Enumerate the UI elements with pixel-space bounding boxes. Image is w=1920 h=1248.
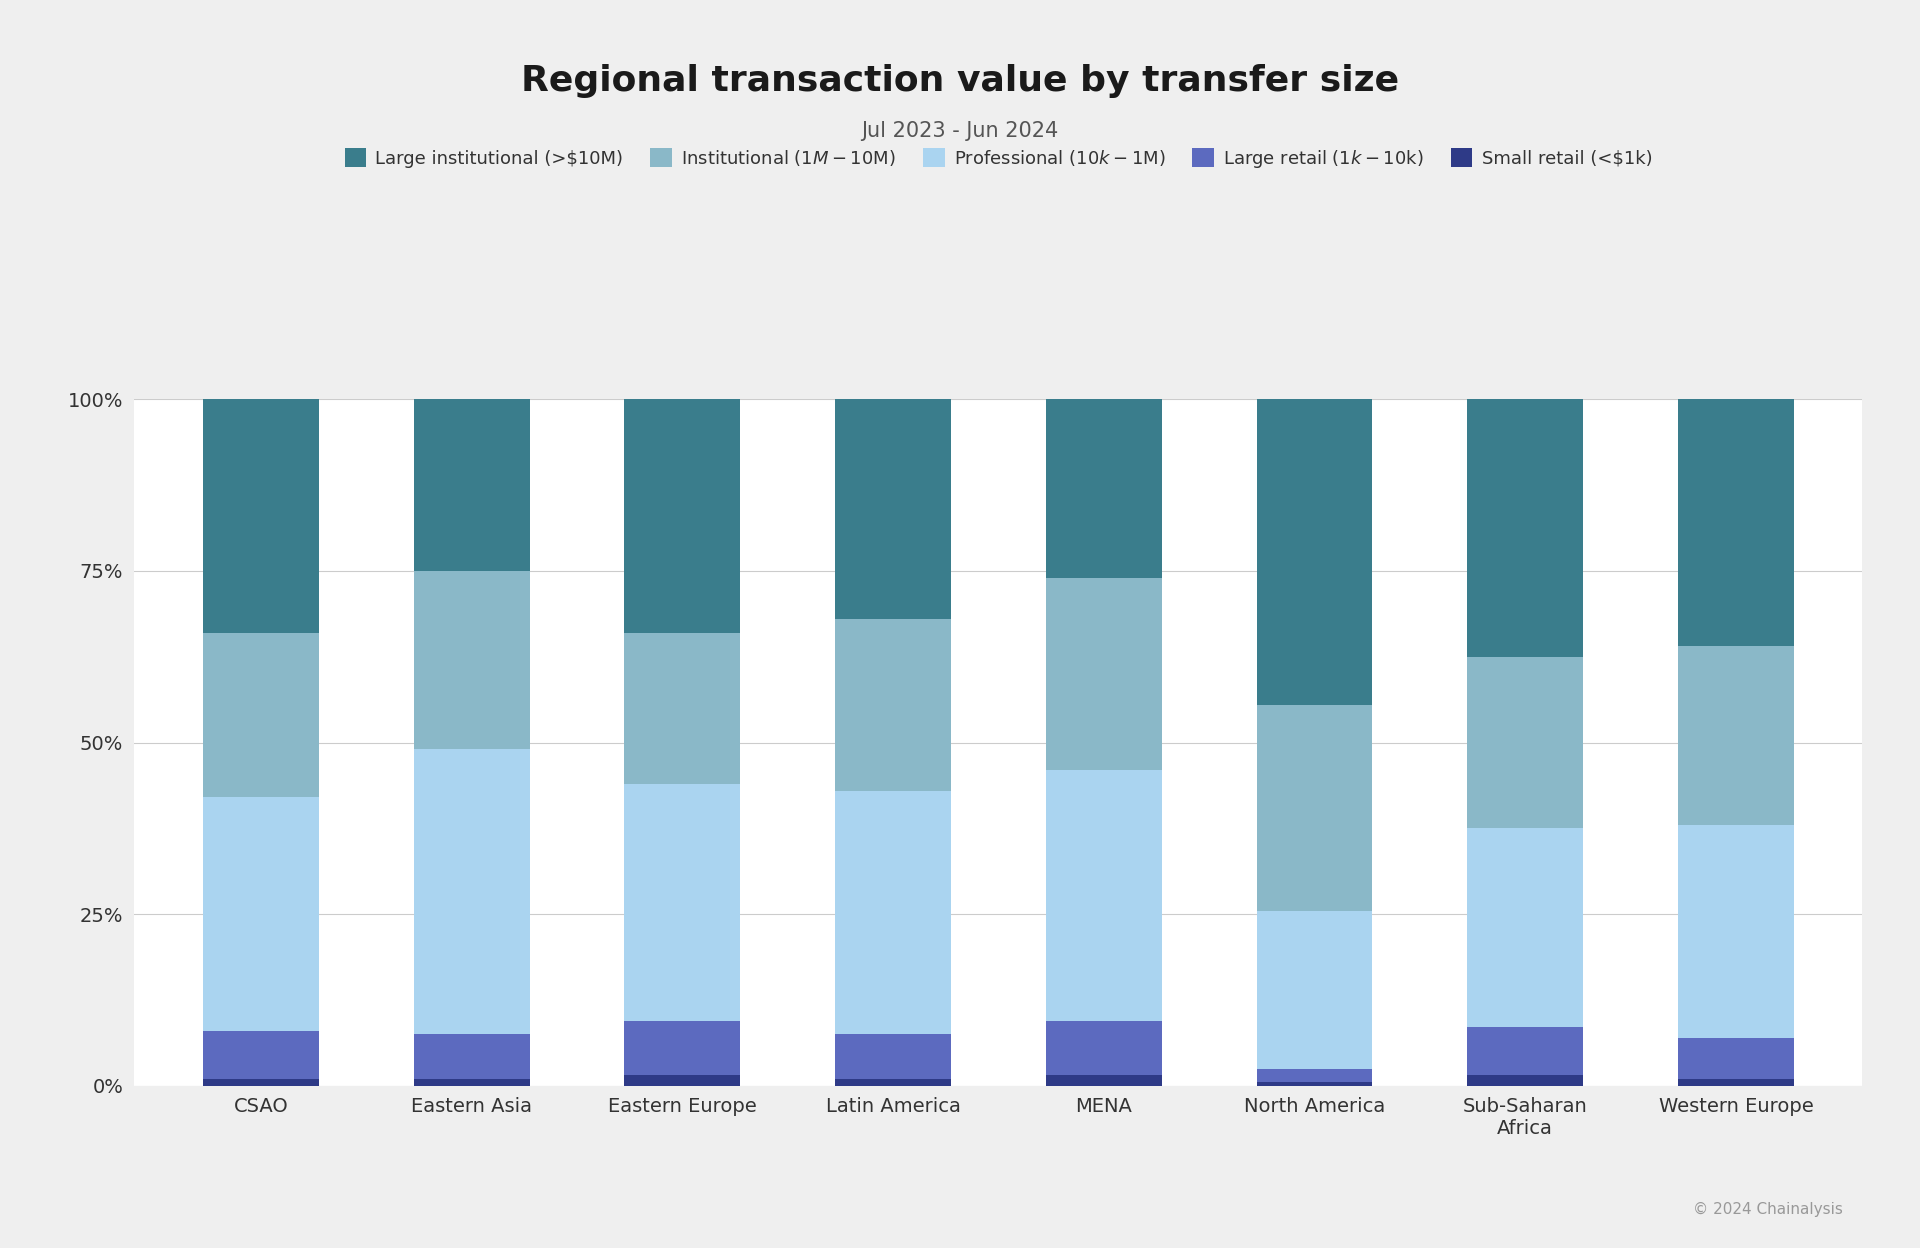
Text: Jul 2023 - Jun 2024: Jul 2023 - Jun 2024 bbox=[862, 121, 1058, 141]
Bar bbox=[1678, 825, 1793, 1038]
Bar bbox=[413, 570, 530, 749]
Bar bbox=[1467, 1076, 1584, 1086]
Bar bbox=[1467, 829, 1584, 1027]
Bar bbox=[624, 633, 741, 784]
Bar bbox=[1256, 911, 1373, 1068]
Bar bbox=[1256, 399, 1373, 705]
Legend: Large institutional (>$10M), Institutional ($1M-$10M), Professional ($10k-$1M), : Large institutional (>$10M), Institution… bbox=[346, 147, 1651, 170]
Bar bbox=[204, 1031, 319, 1078]
Bar bbox=[1256, 1068, 1373, 1082]
Bar bbox=[1046, 770, 1162, 1021]
Bar bbox=[204, 797, 319, 1031]
Bar bbox=[624, 784, 741, 1021]
Bar bbox=[1678, 1038, 1793, 1078]
Bar bbox=[1046, 1021, 1162, 1076]
Bar bbox=[204, 399, 319, 633]
Text: Regional transaction value by transfer size: Regional transaction value by transfer s… bbox=[520, 64, 1400, 99]
Bar bbox=[204, 1078, 319, 1086]
Bar bbox=[1467, 1027, 1584, 1076]
Bar bbox=[1256, 1082, 1373, 1086]
Bar bbox=[624, 1076, 741, 1086]
Bar bbox=[624, 1021, 741, 1076]
Bar bbox=[413, 1035, 530, 1078]
Bar bbox=[413, 1078, 530, 1086]
Bar bbox=[1046, 399, 1162, 578]
Bar bbox=[1046, 578, 1162, 770]
Bar bbox=[835, 399, 950, 619]
Bar bbox=[1678, 646, 1793, 825]
Bar bbox=[1678, 1078, 1793, 1086]
Bar bbox=[835, 1078, 950, 1086]
Bar bbox=[1046, 1076, 1162, 1086]
Bar bbox=[835, 791, 950, 1035]
Bar bbox=[1467, 656, 1584, 829]
Bar bbox=[204, 633, 319, 797]
Bar bbox=[835, 1035, 950, 1078]
Bar bbox=[413, 399, 530, 570]
Bar bbox=[835, 619, 950, 791]
Bar bbox=[413, 749, 530, 1035]
Bar bbox=[1678, 399, 1793, 646]
Bar bbox=[1467, 399, 1584, 656]
Bar bbox=[1256, 705, 1373, 911]
Text: © 2024 Chainalysis: © 2024 Chainalysis bbox=[1693, 1202, 1843, 1217]
Bar bbox=[624, 399, 741, 633]
